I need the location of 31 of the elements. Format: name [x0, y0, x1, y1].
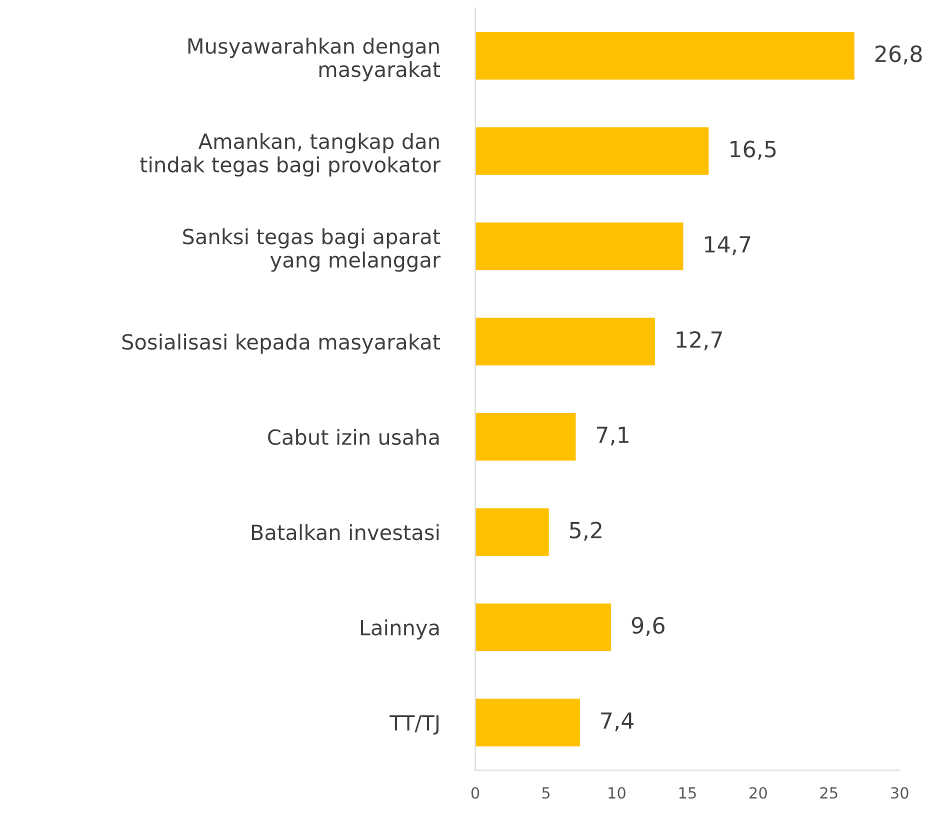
data-label: 12,7 [676, 331, 722, 350]
data-label: 14,7 [705, 236, 750, 255]
data-label: 7,4 [601, 712, 634, 732]
data-label: 7,1 [596, 426, 628, 446]
bar [475, 32, 854, 80]
data-label: 9,6 [632, 616, 664, 636]
y-tick-label: Sanksi tegas bagi aparat yang melanggar [183, 228, 441, 272]
y-tick-label: Amankan, tangkap dan tindak tegas bagi provokator [140, 133, 441, 177]
bar [475, 412, 576, 461]
x-tick-label: 30 [891, 787, 908, 799]
bar [475, 508, 549, 556]
data-label: 26,8 [875, 45, 922, 64]
x-tick-label: 20 [750, 787, 767, 799]
x-tick-label: 5 [542, 787, 550, 799]
x-tick-label: 0 [471, 787, 480, 799]
x-tick-label: 10 [608, 787, 626, 799]
y-tick-label: Sosialisasi kepada masyarakat [122, 334, 440, 354]
bar [475, 127, 709, 175]
data-label: 16,5 [730, 140, 776, 160]
bar [475, 698, 580, 746]
y-tick-label: Musyawarahkan dengan masyarakat [188, 38, 440, 82]
bar [475, 318, 655, 366]
x-tick-label: 25 [820, 787, 838, 799]
y-tick-label: TT/TJ [390, 715, 439, 735]
bar [475, 603, 612, 652]
bar [475, 222, 684, 270]
data-label: 5,2 [570, 522, 602, 541]
x-tick-label: 15 [679, 787, 696, 799]
y-tick-label: Lainnya [360, 619, 439, 640]
y-tick-label: Batalkan investasi [252, 524, 439, 540]
y-tick-label: Cabut izin usaha [268, 428, 439, 445]
